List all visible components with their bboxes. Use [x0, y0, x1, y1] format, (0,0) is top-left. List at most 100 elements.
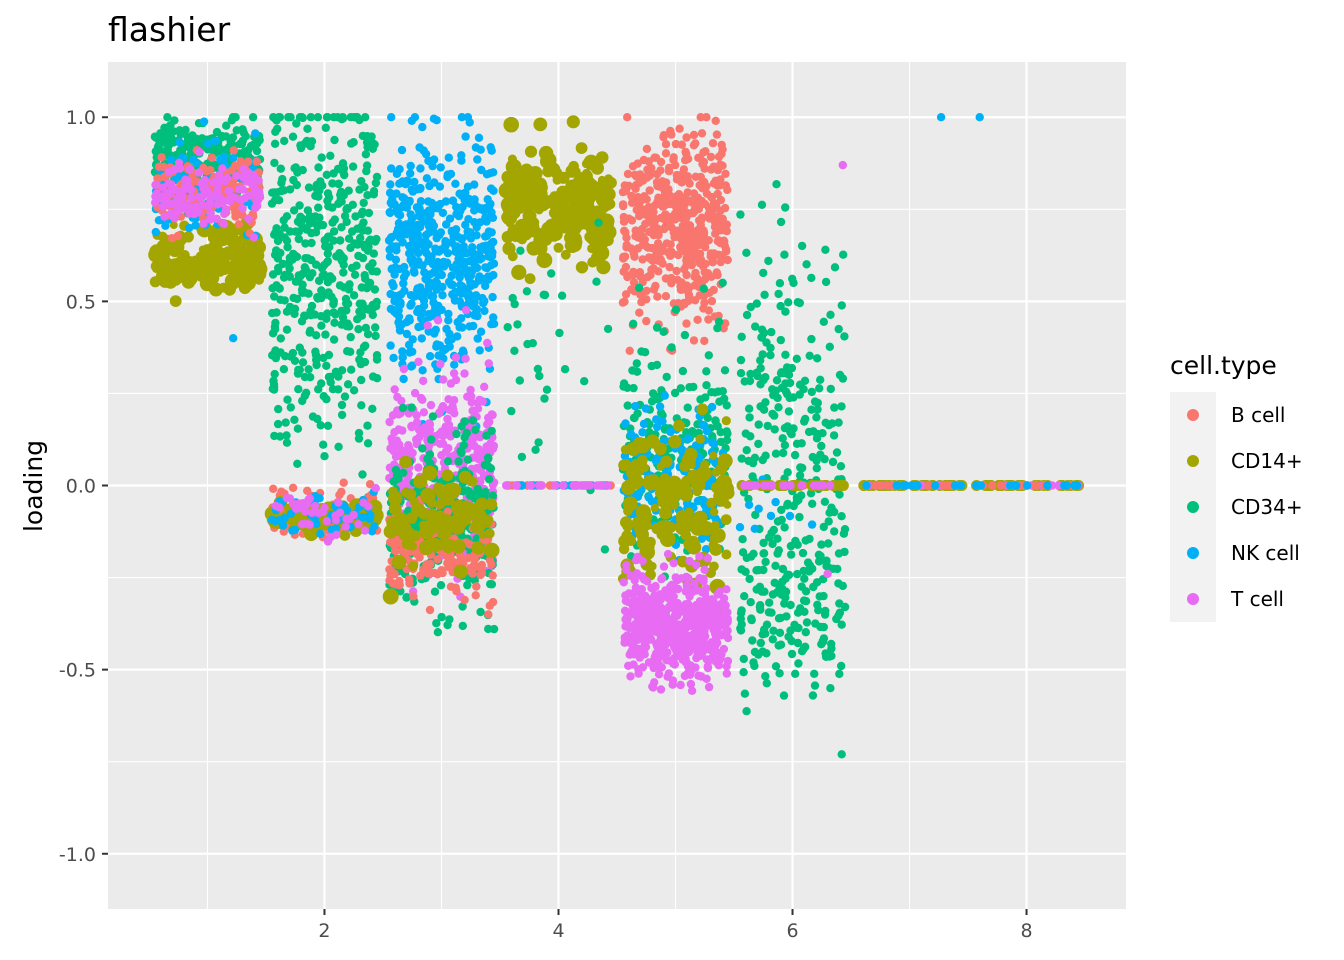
point-cd34: [311, 347, 320, 356]
point-nk-cell: [476, 327, 486, 336]
point-b-cell: [713, 165, 723, 175]
point-cd14: [171, 271, 185, 285]
point-cd34: [368, 310, 377, 320]
point-b-cell: [471, 591, 480, 600]
point-cd34: [252, 146, 262, 156]
point-nk-cell: [693, 496, 703, 506]
point-nk-cell: [489, 186, 498, 195]
point-t-cell: [692, 624, 701, 633]
point-cd34: [307, 301, 317, 311]
point-cd34: [272, 246, 281, 255]
point-cd34: [713, 323, 722, 333]
point-cd34: [276, 164, 285, 173]
point-cd34: [292, 252, 302, 261]
point-t-cell: [681, 642, 690, 651]
point-b-cell: [625, 346, 634, 355]
point-cd14: [621, 480, 637, 496]
point-cd34: [671, 305, 681, 314]
point-t-cell: [335, 508, 345, 517]
point-b-cell: [231, 212, 240, 221]
point-cd34: [323, 421, 333, 430]
point-t-cell: [559, 481, 568, 490]
point-t-cell: [692, 586, 702, 595]
point-t-cell: [683, 620, 692, 629]
point-cd34: [555, 328, 564, 338]
point-cd34: [286, 403, 295, 412]
point-cd34: [321, 123, 330, 132]
point-cd34: [325, 232, 334, 241]
point-cd14: [528, 225, 540, 238]
point-t-cell: [236, 196, 246, 205]
point-nk-cell: [407, 362, 416, 371]
point-t-cell: [622, 560, 631, 570]
point-cd34: [317, 321, 326, 330]
point-cd34: [348, 162, 358, 171]
point-b-cell: [700, 274, 710, 284]
point-cd14: [626, 442, 641, 457]
point-nk-cell: [229, 153, 238, 163]
point-nk-cell: [435, 182, 445, 191]
point-t-cell: [668, 595, 677, 604]
point-t-cell: [195, 147, 204, 157]
point-t-cell: [690, 640, 699, 650]
point-t-cell: [636, 607, 645, 616]
point-cd14: [709, 533, 721, 544]
point-b-cell: [712, 130, 722, 139]
point-nk-cell: [407, 214, 417, 223]
point-cd34: [338, 113, 347, 122]
point-cd34: [314, 385, 323, 394]
point-b-cell: [649, 264, 658, 273]
point-nk-cell: [393, 208, 402, 217]
point-nk-cell: [444, 309, 453, 319]
point-b-cell: [393, 538, 403, 548]
point-cd14: [524, 273, 536, 285]
point-nk-cell: [461, 132, 470, 141]
point-cd14: [421, 520, 438, 537]
point-nk-cell: [425, 181, 434, 191]
point-cd14: [709, 561, 719, 572]
point-t-cell: [502, 481, 511, 490]
point-cd34: [328, 179, 337, 188]
point-cd34: [436, 581, 446, 590]
point-cd34: [322, 314, 331, 323]
point-nk-cell: [405, 348, 414, 357]
point-nk-cell: [482, 263, 492, 273]
point-cd34: [667, 343, 676, 352]
point-b-cell: [154, 162, 164, 171]
point-cd14: [469, 509, 478, 518]
point-cd34: [285, 264, 294, 273]
point-cd34: [300, 139, 310, 148]
point-nk-cell: [399, 374, 408, 384]
point-cd34: [270, 230, 279, 239]
point-cd34: [547, 269, 556, 278]
point-b-cell: [689, 130, 699, 140]
point-nk-cell: [666, 427, 675, 437]
point-cd34: [336, 236, 345, 245]
point-b-cell: [714, 152, 724, 161]
point-cd34: [346, 243, 355, 253]
point-cd34: [515, 376, 524, 385]
point-b-cell: [661, 223, 670, 232]
point-t-cell: [486, 439, 495, 448]
point-cd34: [517, 452, 527, 462]
point-nk-cell: [390, 307, 399, 316]
point-b-cell: [405, 579, 414, 588]
point-b-cell: [692, 273, 702, 283]
point-b-cell: [693, 315, 702, 324]
point-nk-cell: [395, 326, 405, 335]
point-cd34: [764, 256, 773, 266]
point-t-cell: [159, 191, 169, 201]
point-t-cell: [640, 644, 650, 653]
point-cd34: [339, 268, 348, 277]
point-nk-cell: [456, 269, 465, 278]
point-nk-cell: [185, 223, 194, 233]
point-cd34: [324, 350, 334, 360]
point-cd34: [741, 429, 750, 438]
point-nk-cell: [408, 335, 417, 344]
point-t-cell: [649, 663, 658, 673]
point-cd34: [507, 406, 516, 416]
point-cd34: [322, 395, 331, 404]
point-cd34: [689, 382, 698, 392]
point-nk-cell: [161, 221, 170, 230]
point-cd34: [363, 226, 373, 235]
